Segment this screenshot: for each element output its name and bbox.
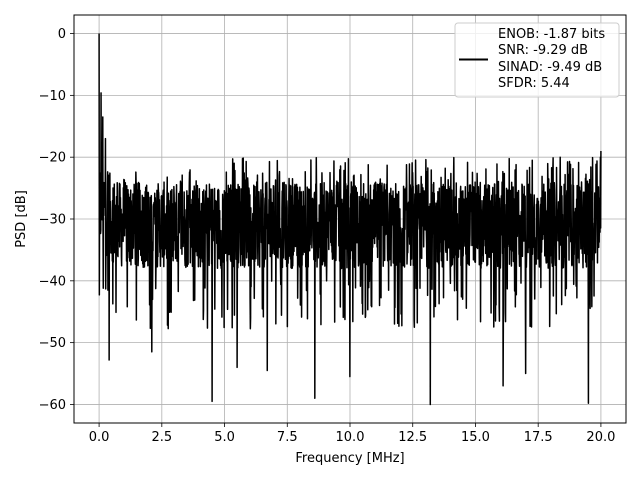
x-tick-label: 7.5 bbox=[277, 430, 298, 445]
x-tick-label: 5.0 bbox=[214, 430, 235, 445]
x-tick-label: 20.0 bbox=[586, 430, 615, 445]
x-tick-label: 0.0 bbox=[89, 430, 110, 445]
y-tick-label: −30 bbox=[39, 213, 66, 228]
y-tick-label: −40 bbox=[39, 274, 66, 289]
x-tick-label: 15.0 bbox=[461, 430, 490, 445]
legend: ENOB: -1.87 bits SNR: -9.29 dB SINAD: -9… bbox=[454, 22, 620, 98]
psd-series-line bbox=[98, 33, 602, 406]
x-tick-label: 17.5 bbox=[524, 430, 553, 445]
x-tick-label: 10.0 bbox=[336, 430, 365, 445]
legend-entry-enob: ENOB: -1.87 bits bbox=[498, 27, 605, 42]
x-tick-label: 2.5 bbox=[151, 430, 172, 445]
y-tick-label: −60 bbox=[39, 398, 66, 413]
x-tick-label: 12.5 bbox=[398, 430, 427, 445]
y-tick-label: 0 bbox=[58, 27, 66, 42]
y-axis-ticks: 0 −10 −20 −30 −40 −50 −60 bbox=[39, 27, 74, 413]
y-tick-label: −50 bbox=[39, 336, 66, 351]
plot-series-group bbox=[98, 33, 602, 406]
legend-entry-snr: SNR: -9.29 dB bbox=[498, 43, 588, 58]
y-axis-label: PSD [dB] bbox=[14, 190, 29, 248]
legend-entry-sinad: SINAD: -9.49 dB bbox=[498, 60, 602, 75]
y-tick-label: −20 bbox=[39, 151, 66, 166]
legend-box bbox=[454, 22, 620, 98]
legend-entry-sfdr: SFDR: 5.44 bbox=[498, 76, 570, 91]
y-tick-label: −10 bbox=[39, 89, 66, 104]
x-axis-label: Frequency [MHz] bbox=[295, 451, 404, 466]
x-axis-ticks: 0.0 2.5 5.0 7.5 10.0 12.5 15.0 17.5 20.0 bbox=[89, 423, 615, 445]
